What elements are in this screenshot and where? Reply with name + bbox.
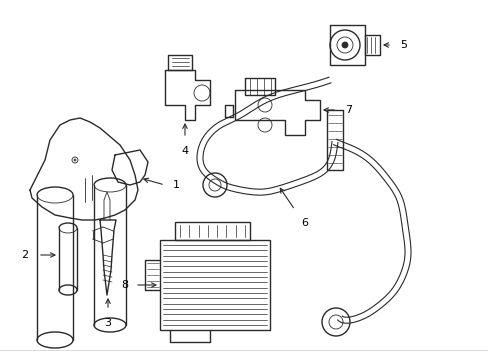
Text: 3: 3 <box>104 318 111 328</box>
Text: 8: 8 <box>121 280 128 290</box>
Text: 1: 1 <box>173 180 180 190</box>
Text: 4: 4 <box>181 146 188 156</box>
Text: 6: 6 <box>301 218 308 228</box>
Text: 2: 2 <box>21 250 28 260</box>
Bar <box>160 240 269 330</box>
Text: 5: 5 <box>399 40 406 50</box>
Bar <box>175 222 249 240</box>
Circle shape <box>341 42 347 48</box>
Text: 7: 7 <box>345 105 351 115</box>
